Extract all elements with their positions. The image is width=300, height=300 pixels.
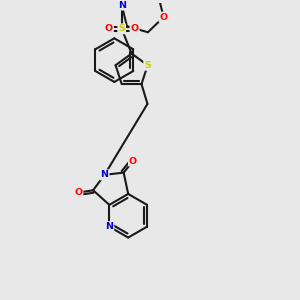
Text: S: S <box>144 61 151 70</box>
Text: S: S <box>118 24 125 33</box>
Text: N: N <box>100 170 109 179</box>
Text: O: O <box>74 188 83 197</box>
Text: N: N <box>118 1 126 10</box>
Text: O: O <box>105 24 113 33</box>
Text: O: O <box>130 24 139 33</box>
Text: O: O <box>160 13 168 22</box>
Text: N: N <box>105 222 113 231</box>
Text: O: O <box>129 157 137 166</box>
